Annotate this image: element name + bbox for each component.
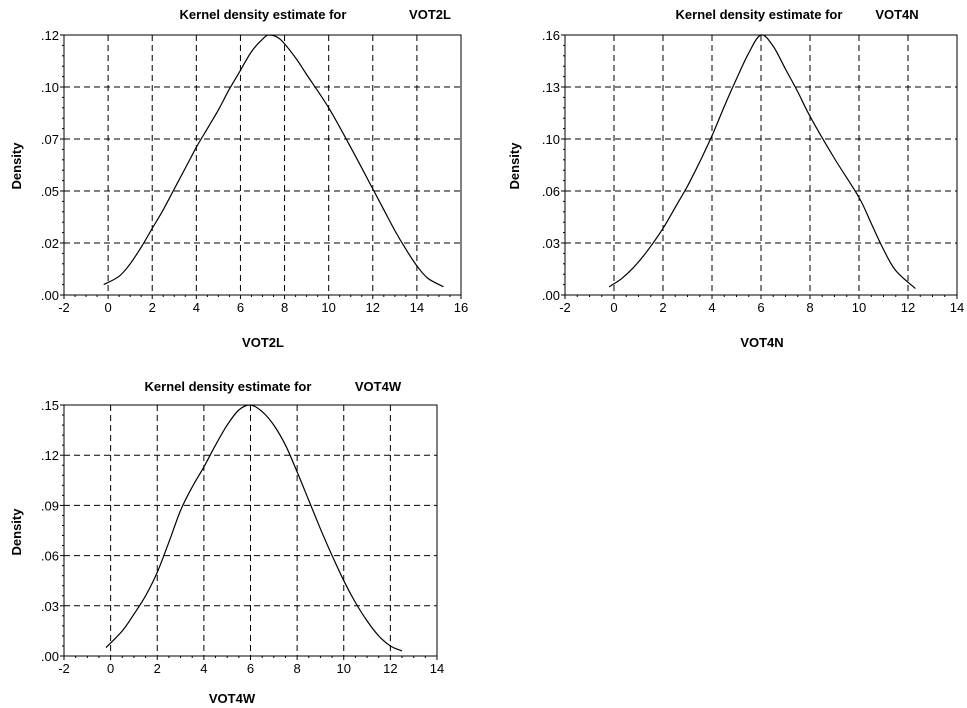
y-tick-label: .05: [41, 184, 59, 199]
x-tick-label: 2: [659, 300, 666, 315]
chart-vot2l: Kernel density estimate for VOT2L VOT2L …: [9, 7, 468, 350]
x-tick-label: 6: [237, 300, 244, 315]
y-tick-label: .15: [41, 398, 59, 413]
x-tick-label: 8: [806, 300, 813, 315]
x-tick-label: 8: [281, 300, 288, 315]
y-tick-label: .03: [41, 599, 59, 614]
y-tick-label: .09: [41, 498, 59, 513]
x-tick-label: -2: [58, 300, 70, 315]
chart-title-prefix: Kernel density estimate for: [180, 7, 347, 22]
x-tick-label: 10: [852, 300, 866, 315]
x-tick-label: 6: [757, 300, 764, 315]
plot-area: -2 0 2 4 6 8 10 12 14 .00 .03 .06 .10 .13 .16: [542, 28, 964, 315]
y-tick-label: .00: [542, 288, 560, 303]
x-tick-label: 10: [321, 300, 335, 315]
chart-title-variable: VOT4W: [355, 379, 402, 394]
y-axis-label: Density: [9, 142, 24, 190]
x-axis-label: VOT2L: [242, 335, 284, 350]
density-curve: [103, 34, 444, 288]
y-tick-label: .00: [41, 288, 59, 303]
y-tick-label: .06: [41, 549, 59, 564]
chart-title-prefix: Kernel density estimate for: [676, 7, 843, 22]
x-tick-label: 14: [950, 300, 964, 315]
x-tick-label: 0: [107, 661, 114, 676]
y-tick-label: .02: [41, 236, 59, 251]
y-tick-label: .10: [41, 80, 59, 95]
x-tick-label: 0: [104, 300, 111, 315]
chart-vot4w: Kernel density estimate for VOT4W VOT4W …: [9, 379, 444, 706]
x-tick-label: 8: [294, 661, 301, 676]
density-curve: [105, 404, 403, 652]
y-tick-label: .06: [542, 184, 560, 199]
x-tick-label: 14: [430, 661, 444, 676]
x-tick-label: 4: [708, 300, 715, 315]
y-axis-label: Density: [9, 508, 24, 556]
chart-title-variable: VOT4N: [875, 7, 918, 22]
x-tick-label: -2: [559, 300, 571, 315]
y-axis-label: Density: [507, 142, 522, 190]
x-axis-label: VOT4N: [740, 335, 783, 350]
y-tick-label: .07: [41, 132, 59, 147]
x-tick-label: 0: [610, 300, 617, 315]
x-tick-label: 12: [366, 300, 380, 315]
x-tick-label: 6: [247, 661, 254, 676]
chart-title-variable: VOT2L: [409, 7, 451, 22]
x-tick-label: 2: [154, 661, 161, 676]
plot-frame: [63, 34, 462, 296]
x-tick-label: 2: [149, 300, 156, 315]
y-tick-label: .00: [41, 649, 59, 664]
x-tick-label: 12: [383, 661, 397, 676]
chart-title-prefix: Kernel density estimate for: [145, 379, 312, 394]
y-tick-label: .16: [542, 28, 560, 43]
x-tick-label: 4: [193, 300, 200, 315]
y-tick-label: .13: [542, 80, 560, 95]
x-tick-label: 4: [200, 661, 207, 676]
y-tick-label: .12: [41, 28, 59, 43]
x-tick-label: 12: [901, 300, 915, 315]
x-tick-label: 10: [337, 661, 351, 676]
x-axis-label: VOT4W: [209, 691, 256, 706]
y-tick-label: .10: [542, 132, 560, 147]
x-tick-label: -2: [58, 661, 70, 676]
x-tick-label: 16: [454, 300, 468, 315]
plot-area: -2 0 2 4 6 8 10 12 14 16 .00 .02 .05 .07 .10 .12: [41, 28, 468, 315]
y-tick-label: .03: [542, 236, 560, 251]
y-tick-label: .12: [41, 448, 59, 463]
plot-area: -2 0 2 4 6 8 10 12 14 .00 .03 .06 .09 .12 .15: [41, 398, 444, 676]
density-curve: [608, 34, 916, 289]
chart-vot4n: Kernel density estimate for VOT4N VOT4N …: [507, 7, 964, 350]
x-tick-label: 14: [410, 300, 424, 315]
